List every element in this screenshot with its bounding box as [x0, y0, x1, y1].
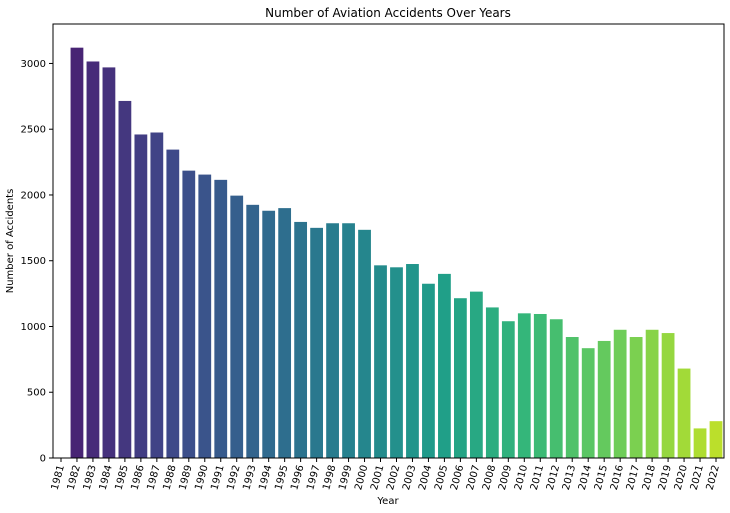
- y-axis: 0 500 1000 1500 2000 2500 3000: [21, 59, 53, 465]
- bars-group: [54, 47, 723, 459]
- bar-1988: [166, 149, 180, 458]
- x-tick-label-2006: 2006: [449, 464, 466, 491]
- bar-2013: [565, 337, 579, 458]
- chart-title: Number of Aviation Accidents Over Years: [265, 6, 511, 20]
- bar-2000: [358, 229, 371, 458]
- x-tick-label-1998: 1998: [321, 464, 338, 491]
- x-axis-label: Year: [376, 496, 399, 507]
- bar-2018: [645, 329, 659, 458]
- x-tick-label-2017: 2017: [625, 464, 642, 491]
- x-tick-label-2011: 2011: [529, 464, 546, 491]
- bar-2006: [454, 298, 467, 458]
- x-tick-label-2012: 2012: [545, 464, 562, 491]
- x-tick-label-2004: 2004: [417, 464, 434, 491]
- bar-2011: [533, 313, 547, 458]
- x-tick-label-2020: 2020: [673, 464, 690, 491]
- x-tick-label-1993: 1993: [241, 464, 258, 491]
- bar-2005: [438, 273, 451, 458]
- bar-1984: [102, 67, 116, 459]
- bar-2001: [374, 265, 387, 458]
- bar-1995: [278, 208, 292, 458]
- bar-2021: [693, 428, 707, 458]
- bar-2016: [613, 329, 627, 458]
- y-tick-label-500: 500: [27, 388, 46, 399]
- bar-2007: [469, 291, 483, 458]
- bar-2004: [422, 283, 435, 458]
- x-tick-label-1990: 1990: [193, 464, 210, 491]
- bar-2010: [517, 313, 531, 458]
- x-tick-label-2014: 2014: [577, 464, 594, 491]
- bar-2003: [406, 264, 419, 458]
- x-tick-label-2018: 2018: [641, 464, 658, 491]
- x-tick-label-2003: 2003: [401, 464, 418, 491]
- y-tick-label-2000: 2000: [21, 190, 46, 201]
- bar-2017: [629, 337, 643, 458]
- x-tick-label-1994: 1994: [257, 464, 274, 491]
- x-tick-label-2000: 2000: [353, 464, 370, 491]
- bar-1986: [134, 134, 148, 458]
- x-tick-label-2001: 2001: [369, 464, 386, 491]
- bar-1996: [294, 221, 308, 458]
- bar-1987: [150, 132, 164, 458]
- x-tick-label-1985: 1985: [114, 464, 131, 491]
- bar-2022: [709, 421, 723, 458]
- bar-2015: [597, 340, 611, 458]
- x-tick-label-1997: 1997: [305, 464, 322, 491]
- x-tick-label-1989: 1989: [177, 464, 194, 491]
- y-axis-label: Number of Accidents: [5, 189, 16, 294]
- y-tick-label-1500: 1500: [21, 256, 46, 267]
- x-tick-label-2016: 2016: [609, 464, 626, 491]
- x-tick-label-2019: 2019: [657, 464, 674, 491]
- x-tick-label-2008: 2008: [481, 464, 498, 491]
- x-tick-label-2021: 2021: [689, 464, 706, 491]
- y-tick-label-2500: 2500: [21, 125, 46, 136]
- bar-2019: [661, 333, 675, 458]
- x-tick-label-1987: 1987: [146, 464, 163, 491]
- x-tick-label-1995: 1995: [273, 464, 290, 491]
- bar-1993: [246, 204, 260, 458]
- bar-2014: [581, 348, 595, 458]
- x-tick-label-1996: 1996: [289, 464, 306, 491]
- x-tick-label-1999: 1999: [337, 464, 354, 491]
- x-tick-label-1981: 1981: [50, 464, 67, 491]
- bar-2009: [501, 321, 515, 458]
- y-tick-label-3000: 3000: [21, 59, 46, 70]
- bar-1999: [342, 223, 355, 458]
- x-tick-label-1986: 1986: [130, 464, 147, 491]
- x-tick-label-2005: 2005: [433, 464, 450, 491]
- x-tick-label-2009: 2009: [497, 464, 514, 491]
- x-tick-label-1988: 1988: [162, 464, 179, 491]
- bar-1992: [230, 195, 244, 458]
- bar-2002: [390, 267, 403, 458]
- x-tick-label-1992: 1992: [225, 464, 242, 491]
- bar-2008: [485, 307, 499, 458]
- x-tick-label-1982: 1982: [66, 464, 83, 491]
- bar-1989: [182, 170, 196, 458]
- bar-2012: [549, 319, 563, 458]
- x-tick-label-2015: 2015: [593, 464, 610, 491]
- x-tick-label-2007: 2007: [465, 464, 482, 491]
- x-tick-label-1983: 1983: [82, 464, 99, 491]
- y-tick-label-1000: 1000: [21, 322, 46, 333]
- x-tick-label-2022: 2022: [705, 464, 722, 491]
- x-tick-label-2010: 2010: [513, 464, 530, 491]
- bar-1982: [70, 47, 84, 459]
- bar-1994: [262, 210, 276, 458]
- x-axis: 1981198219831984198519861987198819891990…: [50, 458, 722, 491]
- bar-1998: [326, 223, 339, 458]
- bar-1991: [214, 179, 228, 458]
- y-tick-label-0: 0: [40, 454, 46, 465]
- bar-1990: [198, 174, 212, 458]
- bar-2020: [677, 368, 691, 458]
- x-tick-label-2013: 2013: [561, 464, 578, 491]
- x-tick-label-1991: 1991: [209, 464, 226, 491]
- plot-frame: [52, 23, 725, 459]
- bar-1997: [310, 227, 323, 458]
- x-tick-label-2002: 2002: [385, 464, 402, 491]
- bar-1985: [118, 100, 132, 458]
- bar-1983: [86, 61, 100, 458]
- x-tick-label-1984: 1984: [98, 464, 115, 491]
